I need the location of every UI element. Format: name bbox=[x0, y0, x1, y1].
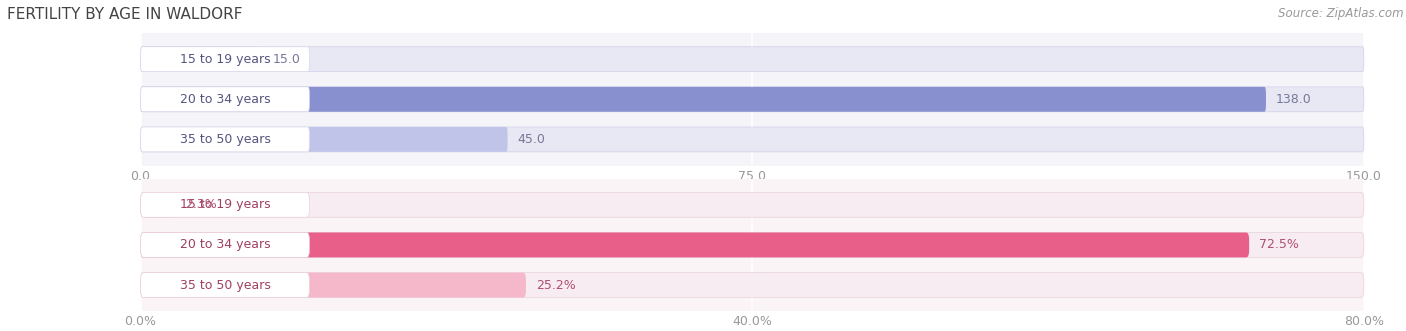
FancyBboxPatch shape bbox=[141, 47, 309, 71]
FancyBboxPatch shape bbox=[141, 232, 309, 258]
Text: 35 to 50 years: 35 to 50 years bbox=[180, 133, 270, 146]
Text: 20 to 34 years: 20 to 34 years bbox=[180, 238, 270, 252]
Text: 25.2%: 25.2% bbox=[536, 279, 575, 292]
FancyBboxPatch shape bbox=[141, 192, 1364, 217]
FancyBboxPatch shape bbox=[141, 47, 1364, 71]
FancyBboxPatch shape bbox=[141, 273, 309, 298]
FancyBboxPatch shape bbox=[141, 192, 176, 217]
FancyBboxPatch shape bbox=[141, 87, 1364, 112]
FancyBboxPatch shape bbox=[141, 47, 263, 71]
Text: 138.0: 138.0 bbox=[1275, 93, 1312, 106]
FancyBboxPatch shape bbox=[141, 273, 1364, 298]
FancyBboxPatch shape bbox=[141, 127, 1364, 152]
Text: 35 to 50 years: 35 to 50 years bbox=[180, 279, 270, 292]
FancyBboxPatch shape bbox=[141, 87, 309, 112]
Text: 2.3%: 2.3% bbox=[186, 198, 218, 211]
FancyBboxPatch shape bbox=[141, 232, 1364, 258]
FancyBboxPatch shape bbox=[141, 232, 1249, 258]
FancyBboxPatch shape bbox=[141, 127, 508, 152]
FancyBboxPatch shape bbox=[141, 192, 309, 217]
FancyBboxPatch shape bbox=[141, 87, 1265, 112]
Text: 72.5%: 72.5% bbox=[1258, 238, 1299, 252]
Text: 45.0: 45.0 bbox=[517, 133, 546, 146]
Text: 20 to 34 years: 20 to 34 years bbox=[180, 93, 270, 106]
FancyBboxPatch shape bbox=[141, 127, 309, 152]
Text: 15 to 19 years: 15 to 19 years bbox=[180, 53, 270, 66]
Text: Source: ZipAtlas.com: Source: ZipAtlas.com bbox=[1278, 7, 1403, 20]
Text: 15 to 19 years: 15 to 19 years bbox=[180, 198, 270, 211]
FancyBboxPatch shape bbox=[141, 273, 526, 298]
Text: 15.0: 15.0 bbox=[273, 53, 301, 66]
Text: FERTILITY BY AGE IN WALDORF: FERTILITY BY AGE IN WALDORF bbox=[7, 7, 242, 22]
